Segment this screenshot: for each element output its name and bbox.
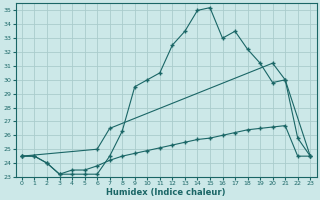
X-axis label: Humidex (Indice chaleur): Humidex (Indice chaleur) — [106, 188, 226, 197]
